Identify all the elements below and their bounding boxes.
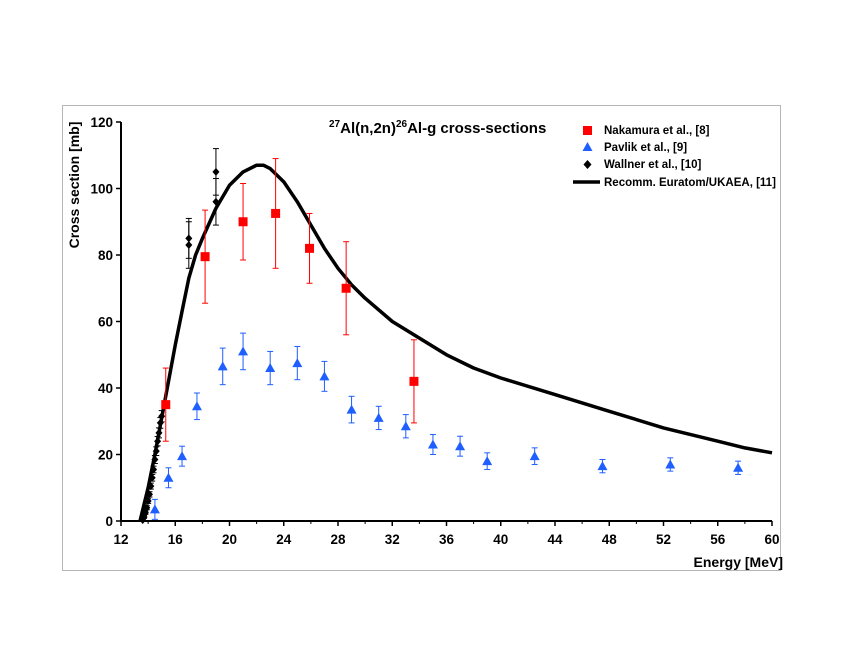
legend: Nakamura et al., [8] Pavlik et al., [9] … xyxy=(573,125,776,189)
wallner-point xyxy=(154,437,162,446)
wallner-point xyxy=(144,497,152,506)
pavlik-point xyxy=(529,451,540,461)
x-tick-label: 20 xyxy=(222,532,237,547)
wallner-point xyxy=(155,428,163,437)
x-tick-label: 12 xyxy=(113,532,128,547)
wallner-point xyxy=(185,241,193,250)
legend-label-nakamura: Nakamura et al., [8] xyxy=(604,125,710,137)
pavlik-point xyxy=(373,412,384,422)
y-tick-label: 20 xyxy=(98,448,113,463)
chart-title: 27Al(n,2n)26Al-g cross-sections xyxy=(329,119,546,137)
title-mass-b: 26 xyxy=(396,119,408,130)
x-tick-label: 32 xyxy=(385,532,400,547)
plot-series xyxy=(138,148,773,525)
nakamura-point xyxy=(238,217,248,227)
y-tick-label: 40 xyxy=(98,381,113,396)
y-tick-label: 80 xyxy=(98,248,113,263)
pavlik-point xyxy=(163,472,174,482)
y-tick-label: 0 xyxy=(105,514,113,529)
x-tick-label: 44 xyxy=(547,532,563,547)
legend-marker-nakamura xyxy=(583,126,592,135)
x-axis-title: Energy [MeV] xyxy=(694,554,783,570)
x-tick-label: 56 xyxy=(710,532,726,547)
pavlik-point xyxy=(319,371,330,381)
wallner-point xyxy=(158,412,166,421)
legend-label-pavlik: Pavlik et al., [9] xyxy=(604,142,687,154)
pavlik-point xyxy=(482,456,493,466)
wallner-point xyxy=(145,490,153,499)
y-tick-label: 60 xyxy=(98,315,113,330)
legend-marker-wallner xyxy=(583,160,592,169)
x-tick-label: 24 xyxy=(276,532,292,547)
pavlik-point xyxy=(217,361,228,371)
nakamura-point xyxy=(305,243,315,253)
nakamura-point xyxy=(271,208,281,218)
x-tick-label: 48 xyxy=(602,532,618,547)
wallner-point xyxy=(147,482,155,491)
pavlik-point xyxy=(400,421,411,431)
legend-label-recommended: Recomm. Euratom/UKAEA, [11] xyxy=(604,177,776,189)
pavlik-point xyxy=(191,401,202,411)
pavlik-point xyxy=(177,451,188,461)
pavlik-point xyxy=(427,439,438,449)
pavlik-point xyxy=(346,404,357,414)
pavlik-point xyxy=(597,461,608,471)
wallner-point xyxy=(148,473,156,482)
x-tick-label: 36 xyxy=(439,532,455,547)
pavlik-point xyxy=(238,346,249,356)
wallner-point xyxy=(151,455,159,464)
pavlik-point xyxy=(455,441,466,451)
x-tick-label: 40 xyxy=(493,532,508,547)
y-tick-label: 100 xyxy=(90,182,113,197)
x-tick-label: 16 xyxy=(168,532,184,547)
title-mass-a: 27 xyxy=(329,119,341,130)
pavlik-point xyxy=(665,459,676,469)
nakamura-point xyxy=(161,400,171,410)
axes: 0 20 40 60 80 100 120 12 16 20 24 28 32 36 40 44 48 52 56 6… xyxy=(90,115,779,547)
y-axis-title: Cross section [mb] xyxy=(66,122,82,249)
x-tick-label: 52 xyxy=(656,532,671,547)
wallner-point xyxy=(150,465,158,474)
wallner-point xyxy=(143,503,151,512)
recommended-curve xyxy=(138,163,773,522)
pavlik-point xyxy=(265,363,276,373)
pavlik-point xyxy=(292,358,303,368)
legend-marker-pavlik xyxy=(582,142,593,151)
wallner-point xyxy=(152,447,160,456)
wallner-point xyxy=(212,167,220,176)
legend-label-wallner: Wallner et al., [10] xyxy=(604,159,702,171)
pavlik-point xyxy=(149,504,160,514)
y-tick-label: 120 xyxy=(90,115,113,130)
nakamura-point xyxy=(341,283,351,293)
title-rest: Al-g cross-sections xyxy=(407,120,546,137)
pavlik-point xyxy=(733,462,744,472)
x-tick-label: 60 xyxy=(764,532,779,547)
x-tick-label: 28 xyxy=(330,532,346,547)
title-element-a: Al(n,2n) xyxy=(340,120,396,137)
chart-frame xyxy=(62,105,781,571)
nakamura-point xyxy=(200,252,210,262)
nakamura-point xyxy=(409,376,419,386)
wallner-point xyxy=(212,197,220,206)
